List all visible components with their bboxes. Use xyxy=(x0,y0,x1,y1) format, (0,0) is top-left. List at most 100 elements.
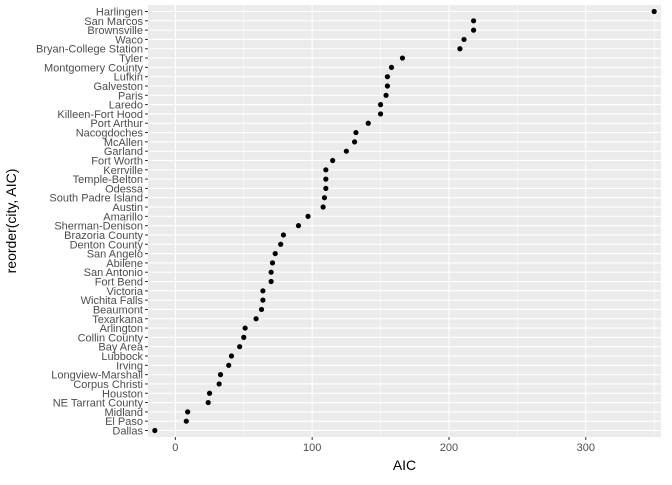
y-tick-label: Sherman-Denison xyxy=(54,221,143,233)
y-tick-label: Irving xyxy=(116,360,143,372)
data-point xyxy=(185,409,191,415)
data-point xyxy=(384,74,390,80)
y-tick-label: Fort Bend xyxy=(95,277,143,289)
y-tick-label: Laredo xyxy=(109,100,143,112)
data-point xyxy=(377,102,384,108)
data-point xyxy=(323,185,329,192)
data-point xyxy=(353,129,359,136)
data-point xyxy=(461,36,467,43)
data-point xyxy=(260,288,266,294)
y-tick-label: Austin xyxy=(112,202,143,214)
y-tick-label: Harlingen xyxy=(96,7,143,19)
y-tick-label: Houston xyxy=(102,388,143,400)
y-tick-label: Galveston xyxy=(93,81,143,93)
y-tick-label: El Paso xyxy=(105,416,143,428)
x-tick-label: 200 xyxy=(440,442,458,454)
data-point xyxy=(323,167,329,173)
data-point xyxy=(268,278,274,285)
x-tick-label: 0 xyxy=(172,442,178,454)
data-point xyxy=(228,353,235,359)
data-point xyxy=(295,223,302,229)
data-point xyxy=(457,46,463,52)
y-tick-label: Collin County xyxy=(78,332,144,344)
data-point xyxy=(323,176,329,182)
y-tick-label: Fort Worth xyxy=(91,155,143,167)
y-tick-label: Lubbock xyxy=(101,351,143,363)
y-tick-label: Paris xyxy=(118,90,144,102)
y-tick-label: Odessa xyxy=(105,183,144,195)
data-point xyxy=(241,334,247,340)
data-point xyxy=(384,83,390,89)
y-tick-label: Dallas xyxy=(112,426,143,438)
y-tick-label: Garland xyxy=(104,146,143,158)
y-tick-label: San Angelo xyxy=(87,249,143,261)
data-point xyxy=(258,306,265,313)
x-tick-layer: 0 100 200 300 xyxy=(172,437,595,454)
data-point xyxy=(260,297,266,303)
y-tick-label: Amarillo xyxy=(103,211,143,223)
y-tick-label: Kerrville xyxy=(103,165,143,177)
data-point xyxy=(237,344,243,350)
data-point xyxy=(651,8,657,15)
y-tick-label: Port Arthur xyxy=(90,118,143,130)
data-point xyxy=(278,241,284,247)
y-tick-label: Arlington xyxy=(100,323,143,335)
data-point xyxy=(305,213,311,219)
y-tick-label: Beaumont xyxy=(93,304,143,316)
plot-panel xyxy=(148,5,661,437)
data-point xyxy=(269,260,276,266)
y-tick-label: Corpus Christi xyxy=(73,379,143,391)
data-point xyxy=(383,92,389,98)
data-point xyxy=(330,157,336,164)
data-point xyxy=(470,18,477,24)
point-layer xyxy=(152,8,657,434)
data-point xyxy=(343,148,349,154)
y-tick-label: Denton County xyxy=(70,239,144,251)
data-point xyxy=(206,390,213,396)
x-tick-label: 100 xyxy=(303,442,321,454)
y-tick-label: Lufkin xyxy=(114,72,143,84)
y-tick-label: Bryan-College Station xyxy=(36,44,143,56)
data-point xyxy=(226,362,232,368)
data-point xyxy=(470,27,477,33)
data-point xyxy=(242,325,248,331)
data-point xyxy=(377,111,384,117)
y-tick-label: Waco xyxy=(115,34,143,46)
data-point xyxy=(388,64,395,70)
data-point xyxy=(321,195,328,201)
y-tick-label: San Antonio xyxy=(84,267,143,279)
y-tick-label: Texarkana xyxy=(92,314,144,326)
data-point xyxy=(399,55,406,61)
y-tick-label: Abilene xyxy=(106,258,143,270)
data-point xyxy=(253,316,259,322)
data-point xyxy=(152,427,158,434)
y-tick-label: Wichita Falls xyxy=(81,295,144,307)
data-point xyxy=(365,120,371,126)
data-point xyxy=(268,269,274,275)
y-tick-label: Tyler xyxy=(119,53,143,65)
y-axis-title: reorder(city, AIC) xyxy=(3,169,19,274)
data-point xyxy=(320,204,326,210)
y-tick-label: Victoria xyxy=(107,286,144,298)
y-tick-label: San Marcos xyxy=(84,16,143,28)
y-tick-label: Temple-Belton xyxy=(73,174,143,186)
x-tick-label: 300 xyxy=(577,442,595,454)
data-point xyxy=(217,372,224,378)
data-point xyxy=(183,418,189,424)
y-tick-label: Killeen-Fort Hood xyxy=(57,109,143,121)
y-tick-label: Bay Area xyxy=(98,342,144,354)
data-point xyxy=(272,250,278,257)
y-tick-label: Nacogdoches xyxy=(76,128,144,140)
y-tick-label: Montgomery County xyxy=(44,62,144,74)
y-tick-label: Longview-Marshall xyxy=(51,370,143,382)
data-point xyxy=(280,232,287,238)
data-point xyxy=(216,381,222,387)
y-tick-label: McAllen xyxy=(104,137,143,149)
y-tick-label: NE Tarrant County xyxy=(53,398,144,410)
y-tick-label: South Padre Island xyxy=(49,193,143,205)
data-point xyxy=(351,139,358,145)
y-tick-label: Brazoria County xyxy=(64,230,143,242)
